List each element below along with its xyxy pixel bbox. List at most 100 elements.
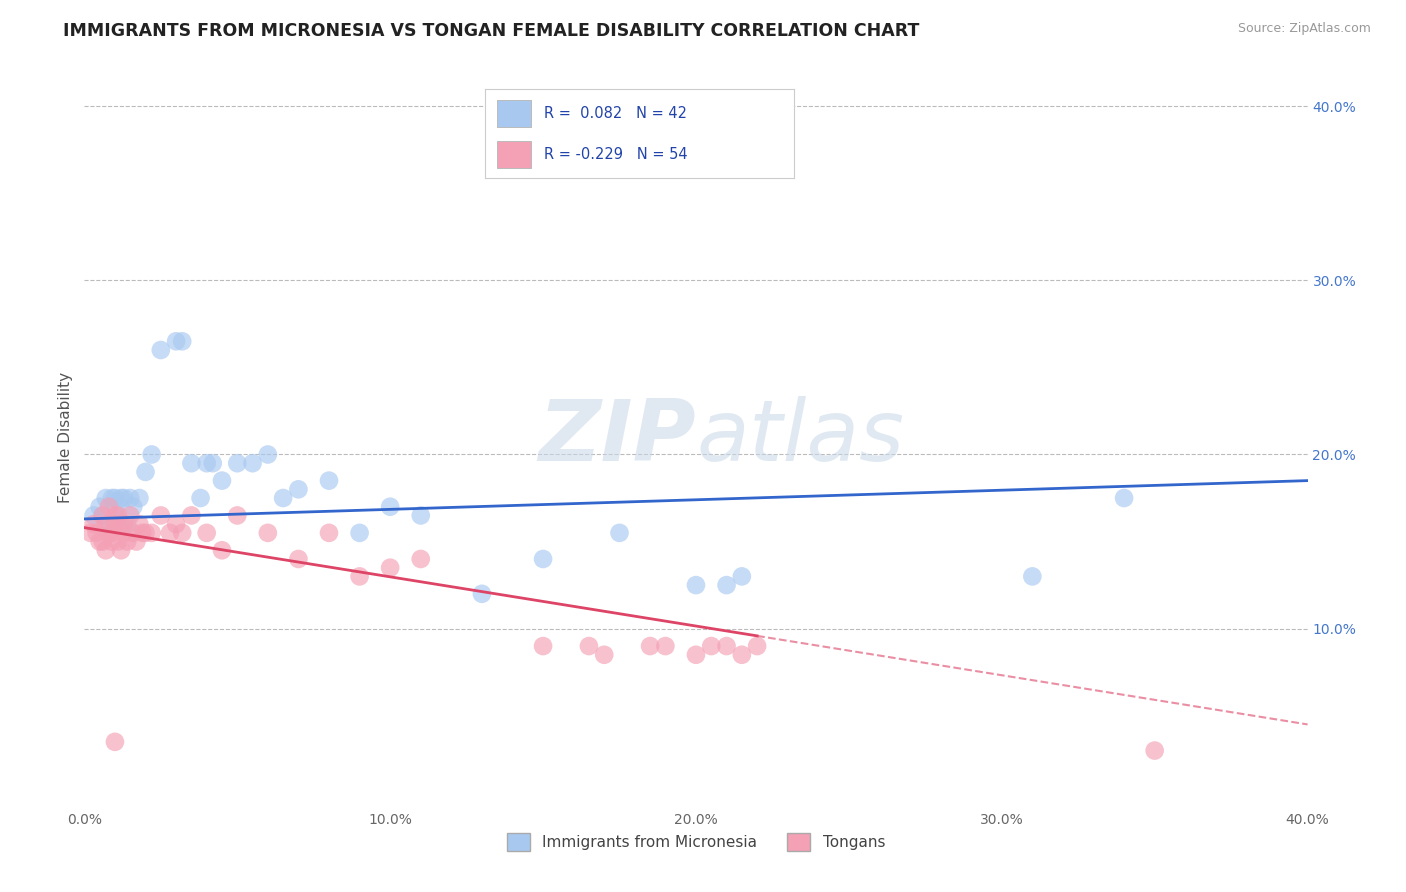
Point	[79, 525, 101, 540]
Point	[104, 735, 127, 749]
Point	[97, 500, 120, 514]
Text: ZIP: ZIP	[538, 395, 696, 479]
Point	[578, 639, 600, 653]
Point	[110, 491, 132, 505]
Point	[211, 474, 233, 488]
Point	[122, 525, 145, 540]
Point	[159, 525, 181, 540]
Point	[115, 517, 138, 532]
Point	[104, 508, 127, 523]
Point	[141, 525, 163, 540]
Point	[131, 525, 153, 540]
Point	[190, 491, 212, 505]
Point	[700, 639, 723, 653]
Point	[91, 508, 114, 523]
Point	[101, 491, 124, 505]
Point	[94, 517, 117, 532]
Point	[149, 508, 172, 523]
Point	[101, 525, 124, 540]
Point	[195, 456, 218, 470]
Point	[101, 534, 124, 549]
Point	[609, 525, 631, 540]
Point	[257, 525, 280, 540]
Point	[128, 491, 150, 505]
Point	[318, 525, 340, 540]
Text: R = -0.229   N = 54: R = -0.229 N = 54	[544, 147, 688, 161]
Point	[531, 552, 554, 566]
Point	[120, 508, 142, 523]
Point	[115, 534, 138, 549]
Point	[110, 517, 132, 532]
Point	[172, 334, 194, 349]
Point	[135, 465, 157, 479]
Point	[180, 508, 202, 523]
Point	[226, 456, 249, 470]
Text: atlas: atlas	[696, 395, 904, 479]
Point	[94, 543, 117, 558]
Point	[349, 569, 371, 583]
Point	[125, 534, 148, 549]
Point	[165, 517, 187, 532]
Point	[654, 639, 676, 653]
Point	[112, 491, 135, 505]
Point	[91, 508, 114, 523]
Point	[107, 508, 129, 523]
Legend: Immigrants from Micronesia, Tongans: Immigrants from Micronesia, Tongans	[501, 827, 891, 857]
Point	[89, 534, 111, 549]
Point	[180, 456, 202, 470]
Point	[89, 500, 111, 514]
FancyBboxPatch shape	[498, 100, 531, 127]
Point	[685, 648, 707, 662]
Point	[195, 525, 218, 540]
Point	[226, 508, 249, 523]
Point	[97, 525, 120, 540]
Point	[731, 569, 754, 583]
Point	[201, 456, 224, 470]
Point	[685, 578, 707, 592]
Point	[94, 491, 117, 505]
Point	[172, 525, 194, 540]
Point	[471, 587, 494, 601]
Point	[716, 578, 738, 592]
Point	[211, 543, 233, 558]
Point	[731, 648, 754, 662]
Point	[141, 448, 163, 462]
Point	[1021, 569, 1043, 583]
Point	[242, 456, 264, 470]
Point	[110, 543, 132, 558]
Point	[747, 639, 769, 653]
Point	[97, 517, 120, 532]
Point	[257, 448, 280, 462]
FancyBboxPatch shape	[498, 141, 531, 168]
Point	[83, 508, 105, 523]
Point	[409, 508, 432, 523]
Point	[120, 491, 142, 505]
Point	[128, 517, 150, 532]
Point	[149, 343, 172, 357]
Point	[104, 500, 127, 514]
Text: R =  0.082   N = 42: R = 0.082 N = 42	[544, 106, 688, 120]
Point	[107, 508, 129, 523]
Point	[287, 483, 309, 497]
Point	[380, 500, 402, 514]
Point	[349, 525, 371, 540]
Point	[165, 334, 187, 349]
Point	[593, 648, 616, 662]
Point	[271, 491, 294, 505]
Point	[716, 639, 738, 653]
Text: IMMIGRANTS FROM MICRONESIA VS TONGAN FEMALE DISABILITY CORRELATION CHART: IMMIGRANTS FROM MICRONESIA VS TONGAN FEM…	[63, 22, 920, 40]
Point	[1143, 743, 1166, 757]
Point	[104, 491, 127, 505]
Point	[531, 639, 554, 653]
Point	[318, 474, 340, 488]
Text: Source: ZipAtlas.com: Source: ZipAtlas.com	[1237, 22, 1371, 36]
Point	[135, 525, 157, 540]
Point	[380, 560, 402, 574]
Point	[91, 534, 114, 549]
Point	[409, 552, 432, 566]
Point	[638, 639, 661, 653]
Point	[112, 525, 135, 540]
Y-axis label: Female Disability: Female Disability	[58, 371, 73, 503]
Point	[86, 525, 108, 540]
Point	[107, 534, 129, 549]
